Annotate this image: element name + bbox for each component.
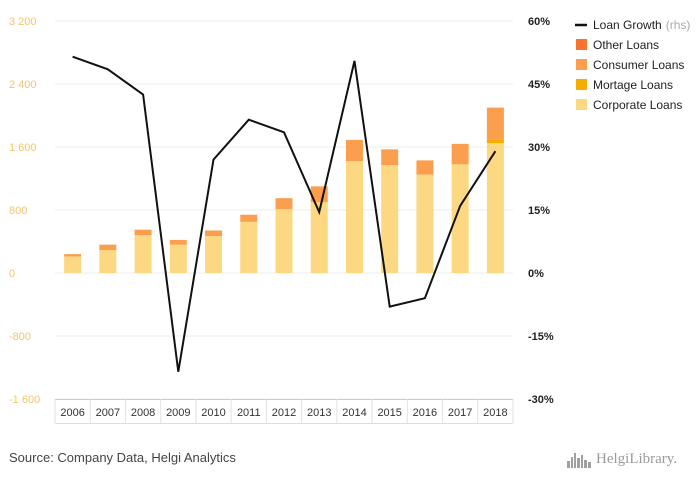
x-tick-label: 2015 bbox=[377, 407, 401, 419]
legend-box-swatch bbox=[576, 39, 587, 50]
legend-label: Consumer Loans bbox=[593, 58, 684, 72]
bar-corporate-loans bbox=[64, 256, 82, 273]
bar-corporate-loans bbox=[416, 174, 434, 273]
bar-consumer-loans bbox=[381, 149, 399, 166]
x-tick-label: 2010 bbox=[201, 407, 225, 419]
bar-corporate-loans bbox=[240, 221, 258, 273]
bar-corporate-loans bbox=[345, 161, 363, 273]
right-tick-label: -15% bbox=[528, 331, 554, 343]
bar-consumer-loans bbox=[416, 160, 434, 175]
left-tick-label: 1 600 bbox=[9, 142, 37, 154]
bar-consumer-loans bbox=[99, 244, 117, 251]
left-tick-label: 800 bbox=[9, 205, 27, 217]
bar-corporate-loans bbox=[134, 235, 152, 273]
legend-label: Loan Growth (rhs) bbox=[593, 18, 690, 32]
x-tick-label: 2007 bbox=[96, 407, 120, 419]
legend-label: Mortage Loans bbox=[593, 78, 673, 92]
left-tick-label: 2 400 bbox=[9, 79, 37, 91]
right-tick-label: -30% bbox=[528, 394, 554, 406]
bar-consumer-loans bbox=[134, 229, 152, 236]
loan-growth-polyline bbox=[72, 55, 497, 372]
left-axis: -1 600 -800 0 800 1 600 2 400 3 200 bbox=[9, 16, 40, 406]
chart: -1 600 -800 0 800 1 600 2 400 3 200 -30% -15% 0%… bbox=[9, 16, 690, 424]
x-tick-label: 2011 bbox=[237, 407, 261, 419]
right-tick-label: 30% bbox=[528, 142, 550, 154]
legend-label: Other Loans bbox=[593, 38, 659, 52]
legend-suffix: (rhs) bbox=[666, 18, 691, 32]
legend-box-swatch bbox=[576, 79, 587, 90]
x-axis: 2006 2007 2008 2009 2010 2011 2012 2013 2014 2015… bbox=[54, 399, 514, 424]
loan-growth-line bbox=[72, 55, 497, 372]
left-tick-label: -800 bbox=[9, 331, 31, 343]
right-tick-label: 45% bbox=[528, 79, 550, 91]
right-axis: -30% -15% 0% 15% 30% 45% 60% bbox=[528, 16, 554, 406]
bar-corporate-loans bbox=[99, 250, 117, 273]
bar-consumer-loans bbox=[64, 254, 82, 257]
x-tick-label: 2018 bbox=[483, 407, 507, 419]
right-tick-label: 15% bbox=[528, 205, 550, 217]
legend-box-swatch bbox=[576, 59, 587, 70]
bar-mortage-loans bbox=[486, 139, 504, 144]
legend-item: Loan Growth (rhs) bbox=[575, 18, 690, 32]
legend-label: Corporate Loans bbox=[593, 98, 682, 112]
x-tick-label: 2009 bbox=[166, 407, 190, 419]
x-tick-label: 2016 bbox=[413, 407, 437, 419]
bar-consumer-loans bbox=[345, 139, 363, 162]
legend-item: Other Loans bbox=[576, 38, 659, 52]
x-tick-label: 2014 bbox=[342, 407, 366, 419]
logo-text: HelgiLibrary. bbox=[596, 450, 678, 467]
right-tick-label: 60% bbox=[528, 16, 550, 28]
legend-item: Mortage Loans bbox=[576, 78, 673, 92]
legend-item: Corporate Loans bbox=[576, 98, 682, 112]
bar-corporate-loans bbox=[205, 235, 223, 273]
x-tick-label: 2017 bbox=[448, 407, 472, 419]
left-tick-label: 0 bbox=[9, 268, 15, 280]
bar-consumer-loans bbox=[451, 143, 469, 165]
bars bbox=[64, 107, 504, 273]
bar-consumer-loans bbox=[169, 239, 187, 245]
bar-corporate-loans bbox=[381, 165, 399, 273]
left-tick-label: -1 600 bbox=[9, 394, 40, 406]
bar-corporate-loans bbox=[486, 143, 504, 273]
helgi-library-logo[interactable]: HelgiLibrary. bbox=[566, 448, 692, 470]
bar-corporate-loans bbox=[169, 244, 187, 273]
x-tick-label: 2013 bbox=[307, 407, 331, 419]
legend-box-swatch bbox=[576, 99, 587, 110]
skyline-icon bbox=[567, 453, 591, 468]
x-tick-label: 2006 bbox=[60, 407, 84, 419]
x-tick-label: 2012 bbox=[272, 407, 296, 419]
bar-corporate-loans bbox=[275, 209, 293, 273]
bar-consumer-loans bbox=[240, 214, 258, 222]
bar-consumer-loans bbox=[486, 107, 504, 140]
x-tick-label: 2008 bbox=[131, 407, 155, 419]
source-note: Source: Company Data, Helgi Analytics bbox=[9, 450, 236, 465]
right-tick-label: 0% bbox=[528, 268, 544, 280]
bar-corporate-loans bbox=[310, 202, 328, 273]
bar-consumer-loans bbox=[205, 230, 223, 236]
legend: Loan Growth (rhs) Other Loans Consumer Loan… bbox=[575, 18, 690, 112]
legend-item: Consumer Loans bbox=[576, 58, 684, 72]
bar-consumer-loans bbox=[275, 198, 293, 210]
left-tick-label: 3 200 bbox=[9, 16, 37, 28]
bar-corporate-loans bbox=[451, 164, 469, 273]
